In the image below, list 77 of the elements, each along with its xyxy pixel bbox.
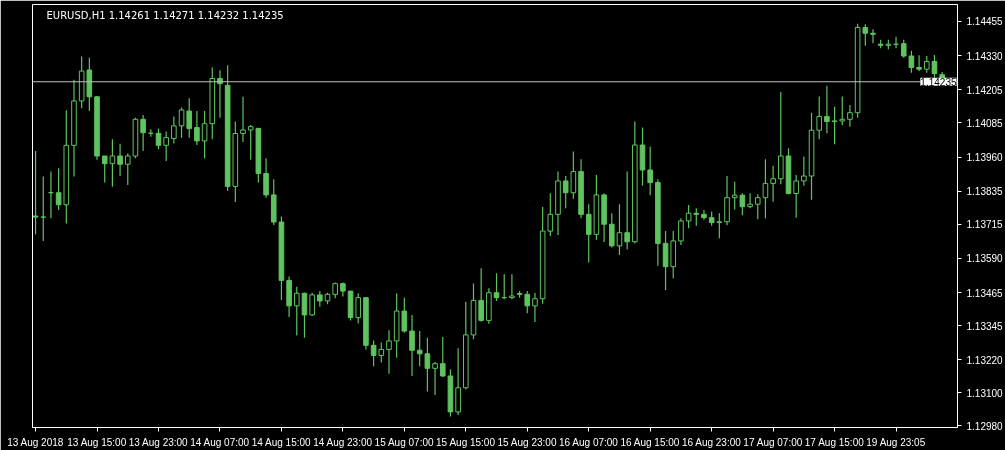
candlestick	[439, 336, 446, 378]
candlestick	[240, 96, 246, 143]
candlestick	[171, 115, 177, 144]
candlestick	[624, 171, 630, 251]
x-tick-label: 15 Aug 23:00	[497, 436, 557, 448]
x-tick-label: 16 Aug 15:00	[620, 436, 680, 448]
candlestick	[40, 175, 47, 242]
y-tick-label: 1.13960	[966, 152, 1004, 164]
y-tick-label: 1.13465	[966, 287, 1004, 299]
candlestick	[793, 174, 799, 219]
y-tick-label: 1.13715	[966, 219, 1004, 231]
y-tick-label: 1.14205	[966, 84, 1004, 96]
candlestick	[532, 292, 538, 323]
candlestick	[547, 192, 554, 237]
candlestick	[770, 165, 776, 203]
y-tick-label: 1.14085	[966, 117, 1004, 129]
candlestick	[478, 267, 484, 323]
x-tick-label: 14 Aug 15:00	[251, 436, 312, 448]
candlestick	[194, 110, 200, 146]
candlestick	[747, 192, 753, 209]
candlestick	[647, 146, 653, 196]
x-tick-label: 15 Aug 15:00	[436, 436, 496, 448]
y-tick-label: 1.13100	[966, 387, 1004, 399]
candlestick	[432, 361, 438, 396]
candlestick	[409, 314, 415, 377]
candlestick	[524, 290, 531, 314]
candlestick	[616, 203, 623, 256]
y-tick-label: 1.12980	[966, 420, 1004, 432]
candlestick	[186, 97, 193, 139]
x-tick-label: 14 Aug 07:00	[190, 436, 250, 448]
candlestick	[916, 54, 922, 72]
x-tick-label: 15 Aug 07:00	[374, 436, 434, 448]
x-tick-label: 16 Aug 07:00	[558, 436, 619, 448]
candlestick	[178, 106, 185, 139]
candlestick	[908, 50, 915, 74]
x-tick-label: 17 Aug 15:00	[804, 436, 865, 448]
candlestick	[509, 273, 515, 300]
candlestick	[117, 143, 123, 177]
candlestick	[701, 209, 707, 221]
x-tick-label: 17 Aug 07:00	[743, 436, 803, 448]
x-tick-label: 13 Aug 2018	[7, 436, 64, 448]
candlestick	[201, 110, 208, 159]
candlestick	[801, 155, 807, 187]
candlestick	[140, 114, 146, 152]
candlestick	[163, 131, 169, 162]
candlestick	[816, 95, 823, 140]
y-tick-label: 1.13590	[966, 253, 1004, 265]
ref-line-label: 1.14235	[920, 76, 957, 88]
y-tick-label: 1.13220	[966, 354, 1004, 366]
candlestick	[777, 91, 784, 185]
candlestick	[493, 272, 500, 302]
candlestick	[424, 337, 431, 393]
candlestick	[301, 292, 308, 339]
candlestick	[839, 95, 846, 126]
candlestick	[293, 286, 300, 337]
candlestick	[32, 150, 39, 235]
text: EURUSD,H1 1.14261 1.14271 1.14232 1.14235	[46, 9, 284, 21]
y-tick-label: 1.13835	[966, 186, 1004, 198]
candlestick	[386, 329, 392, 375]
candlestick	[847, 104, 853, 128]
x-tick-label: 14 Aug 23:00	[313, 436, 373, 448]
x-tick-label: 19 Aug 23:05	[866, 436, 926, 448]
y-tick-label: 1.14330	[966, 50, 1004, 62]
y-tick-label: 1.13345	[966, 320, 1004, 332]
candlestick	[263, 157, 269, 199]
candlestick	[155, 128, 162, 150]
candlestick	[870, 28, 876, 44]
y-tick-label: 1.14455	[966, 16, 1004, 28]
candlestick	[608, 212, 615, 249]
candlestick	[678, 217, 684, 246]
candlestick	[824, 85, 830, 134]
x-tick-label: 13 Aug 23:00	[128, 436, 189, 448]
candlestick	[416, 330, 423, 367]
x-tick-label: 16 Aug 23:00	[681, 436, 742, 448]
candlestick	[124, 152, 131, 186]
x-tick-label: 13 Aug 15:00	[67, 436, 127, 448]
candlestick	[831, 106, 838, 145]
